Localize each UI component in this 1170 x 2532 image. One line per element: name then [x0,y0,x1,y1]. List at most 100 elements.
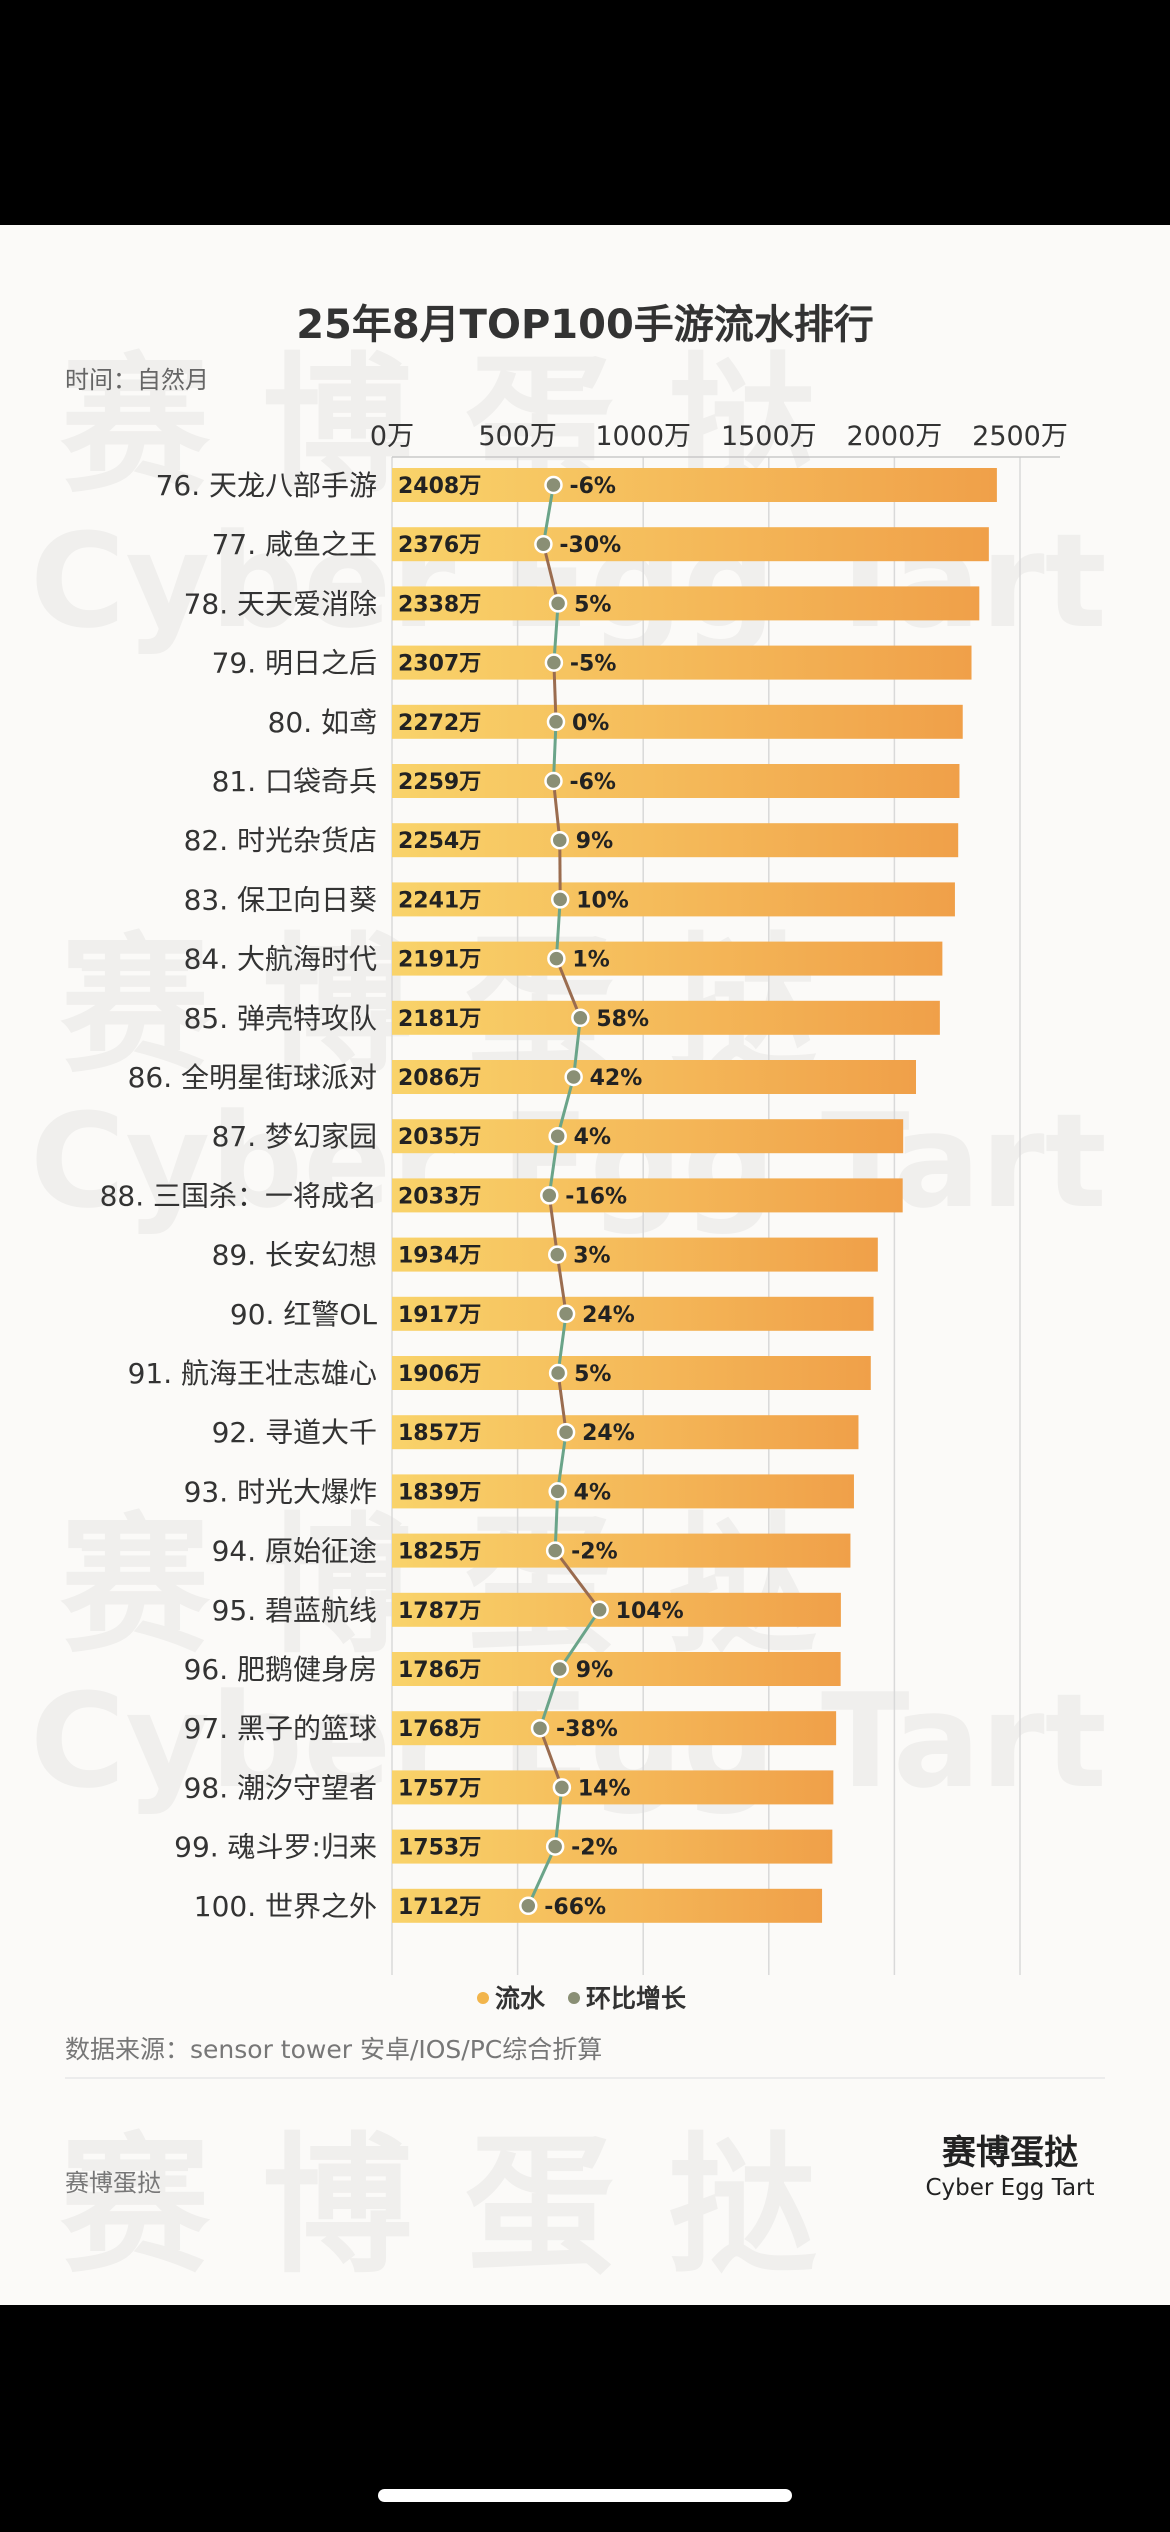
chart-card: 赛 博 蛋 挞 Cyber Egg Tart 赛 博 蛋 挞 Cyber Egg… [0,225,1170,2305]
growth-line-segment [547,1135,560,1196]
bar [392,586,980,621]
growth-value-label: -2% [571,1540,617,1565]
growth-line-segment [556,1431,568,1492]
growth-line-segment [547,1195,559,1255]
bar-value-label: 1787万 [398,1599,481,1624]
bar-value-label: 1786万 [398,1658,481,1683]
growth-point [590,1600,609,1620]
bar [392,1296,874,1331]
bar [392,1356,871,1390]
category-label: 84. 大航海时代 [184,943,377,976]
growth-line-segment [552,603,560,663]
growth-value-label: 58% [596,1007,649,1032]
footer-divider [65,2077,1105,2079]
growth-line-segment [538,1668,562,1729]
x-tick-label: 1500万 [721,421,817,452]
bar-value-label: 1757万 [398,1776,481,1801]
bar-value-label: 2033万 [398,1184,481,1209]
category-label: 79. 明日之后 [212,647,377,680]
growth-point [547,949,566,968]
category-label: 80. 如鸢 [268,706,377,739]
bar-value-label: 2181万 [398,1007,481,1032]
bar [392,1237,878,1272]
category-label: 91. 航海王壮志雄心 [128,1357,377,1390]
brand-logo-cn: 赛博蛋挞 [942,2133,1078,2173]
bar-value-label: 1917万 [398,1303,481,1328]
legend-swatch-growth [568,1992,580,2004]
growth-line-segment [556,1076,576,1137]
bar [392,764,960,798]
growth-point [556,1422,576,1442]
growth-value-label: 9% [576,1658,613,1683]
growth-point [548,1482,567,1501]
bar-value-label: 2376万 [398,533,481,558]
growth-point [544,475,563,495]
growth-value-label: 1% [572,948,609,973]
growth-point [548,1363,568,1383]
category-label: 86. 全明星街球派对 [128,1061,377,1094]
bar-value-label: 1906万 [398,1362,481,1387]
bar [392,1888,823,1923]
growth-point [550,1659,570,1679]
bar-value-label: 1768万 [398,1717,481,1742]
legend-swatch-revenue [477,1992,489,2004]
growth-point [550,830,570,850]
bar [392,1060,917,1094]
bar [392,1415,859,1450]
growth-value-label: -6% [569,474,615,499]
growth-point [546,712,566,732]
bar [392,1652,841,1686]
growth-point [564,1067,583,1087]
bar [392,1178,903,1213]
growth-line-segment [554,899,562,959]
x-tick-label: 500万 [478,421,557,452]
growth-point [548,594,568,613]
category-label: 85. 弹壳特攻队 [184,1002,377,1035]
bar [392,468,997,502]
bar-value-label: 1825万 [398,1540,481,1565]
category-label: 93. 时光大爆炸 [184,1475,377,1508]
legend-label-growth: 环比增长 [586,1984,687,2013]
data-source: 数据来源：sensor tower 安卓/IOS/PC综合折算 [65,2035,603,2064]
growth-value-label: 5% [574,592,611,617]
top-black-bar [0,0,1170,225]
footer-author: 赛博蛋挞 [65,2169,161,2197]
growth-line-segment [538,1727,564,1788]
bar [392,704,963,739]
bar-value-label: 2241万 [398,888,481,913]
category-label: 99. 魂斗罗:归来 [174,1831,377,1864]
bar [392,1592,841,1627]
growth-point [530,1718,550,1738]
growth-line-segment [558,1608,601,1670]
growth-point [571,1008,590,1028]
home-indicator[interactable] [378,2489,792,2502]
growth-line-segment [553,1787,564,1847]
bar-value-label: 2254万 [398,829,481,854]
bar [392,1770,834,1805]
category-label: 83. 保卫向日葵 [184,883,377,916]
growth-point [548,1126,567,1146]
bar-value-label: 2408万 [398,474,481,499]
bar [392,1711,837,1746]
bar [392,1474,854,1509]
growth-line-segment [541,484,555,545]
category-label: 97. 黑子的篮球 [184,1712,377,1745]
bar-value-label: 1753万 [398,1836,481,1861]
growth-value-label: 5% [574,1362,611,1387]
category-label: 87. 梦幻家园 [212,1120,377,1153]
growth-value-label: -38% [556,1717,618,1742]
bar-value-label: 2338万 [398,592,481,617]
growth-value-label: 24% [582,1421,635,1446]
growth-line-segment [555,958,582,1019]
x-tick-label: 2000万 [847,421,943,452]
growth-line-segment [553,1491,560,1551]
bar [392,645,972,680]
growth-value-label: 24% [582,1303,635,1328]
bar [392,1533,851,1568]
growth-point [545,1837,565,1856]
growth-point [519,1896,538,1916]
category-label: 94. 原始征途 [212,1535,377,1568]
growth-value-label: 14% [578,1776,631,1801]
bar-value-label: 1857万 [398,1421,481,1446]
growth-point [534,534,553,554]
